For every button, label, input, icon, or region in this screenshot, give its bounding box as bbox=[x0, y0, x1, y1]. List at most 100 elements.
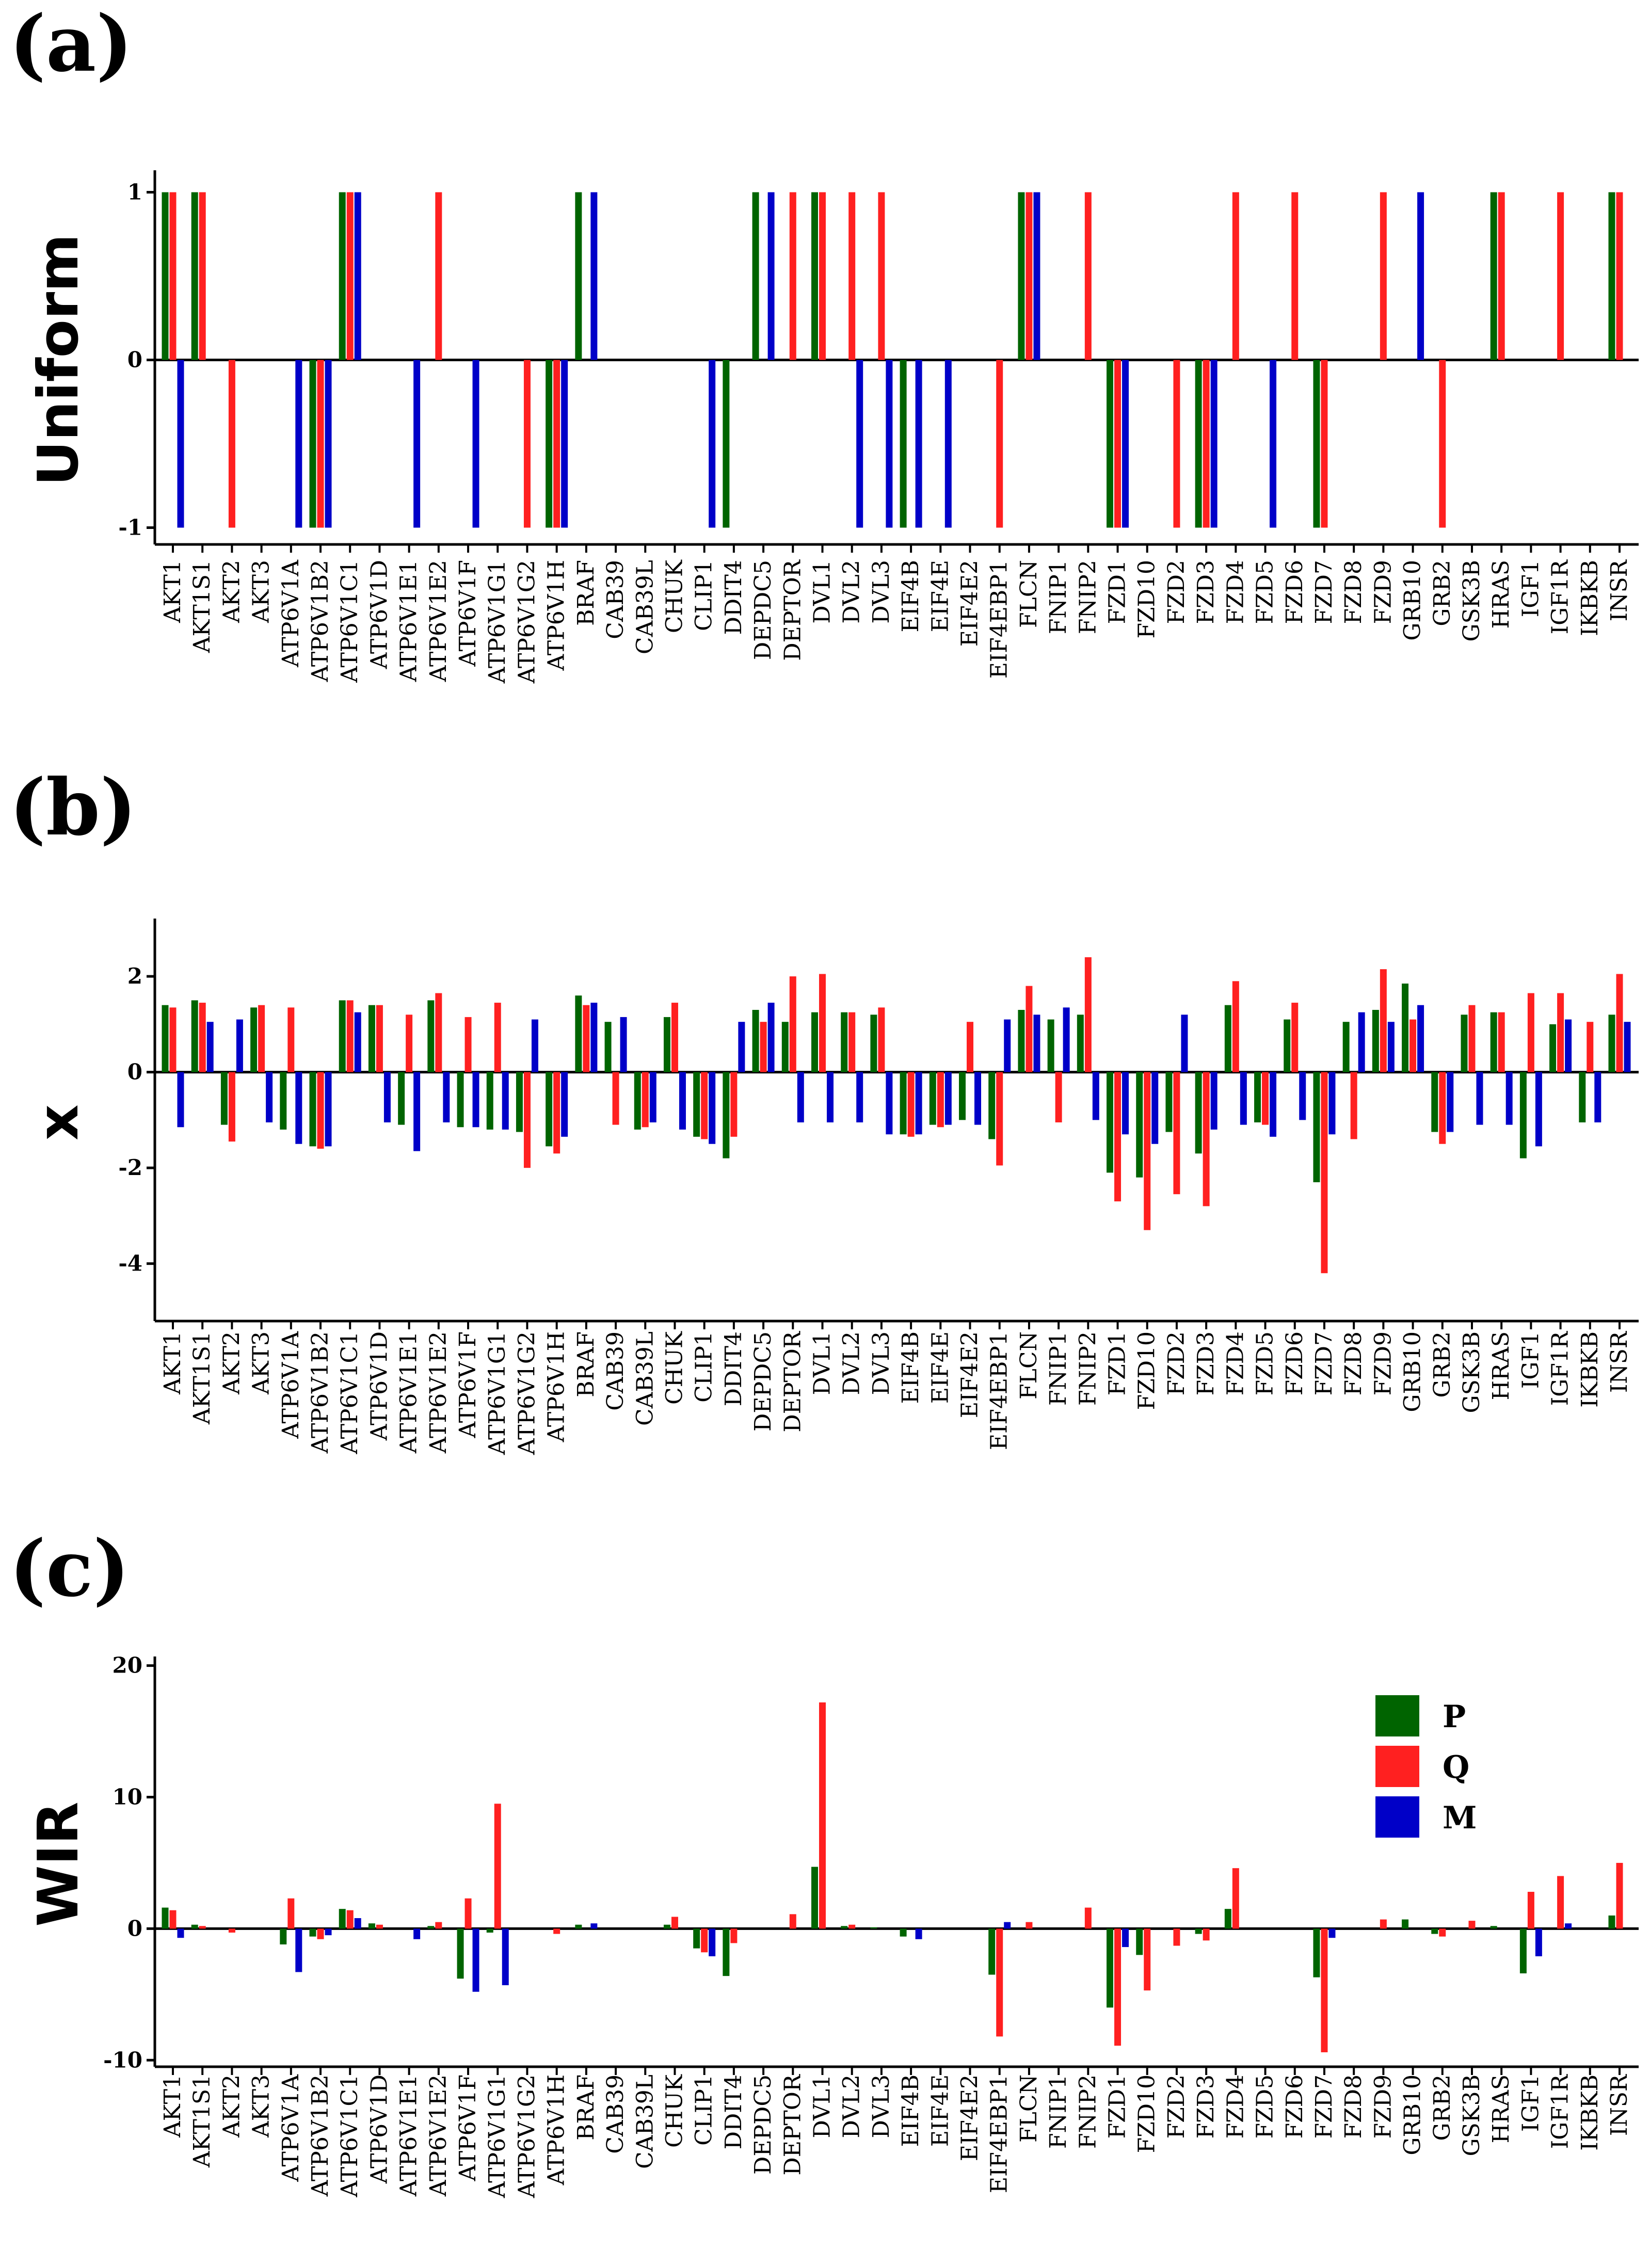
chart2-bar bbox=[583, 1005, 590, 1072]
chart2-bar bbox=[1439, 1072, 1446, 1144]
chart3-bar bbox=[1380, 1919, 1387, 1929]
chart3-bar bbox=[870, 1927, 877, 1929]
chart3-bar bbox=[1616, 1862, 1623, 1929]
chart1-category-label: EIF4E bbox=[927, 560, 953, 632]
chart2-bar bbox=[1077, 1015, 1084, 1072]
chart2-category-label: ATP6V1B2 bbox=[307, 1331, 333, 1454]
chart2-bar bbox=[1210, 1072, 1218, 1130]
chart1-category-label: FZD7 bbox=[1311, 560, 1337, 624]
chart2-bar bbox=[1299, 1072, 1306, 1120]
chart2-bar bbox=[967, 1022, 974, 1072]
chart1-category-label: CLIP1 bbox=[691, 560, 717, 631]
chart3-bar bbox=[1224, 1909, 1231, 1929]
chart3-category-label: FZD4 bbox=[1222, 2074, 1248, 2138]
chart2-bar bbox=[464, 1017, 472, 1072]
chart1-bar bbox=[878, 192, 885, 360]
chart1-bar bbox=[1417, 192, 1424, 360]
chart3-category-label: CHUK bbox=[661, 2074, 687, 2148]
chart1-category-label: FNIP1 bbox=[1045, 560, 1071, 634]
chart2-bar bbox=[228, 1072, 235, 1142]
chart1-category-label: FZD1 bbox=[1104, 560, 1131, 624]
chart2-bar bbox=[1579, 1072, 1586, 1122]
chart2-bar bbox=[309, 1072, 316, 1147]
chart2-category-label: CLIP1 bbox=[691, 1331, 717, 1403]
chart3-category-label: FZD6 bbox=[1281, 2074, 1308, 2138]
chart1-bar bbox=[1270, 360, 1277, 528]
chart1-category-label: ATP6V1B2 bbox=[307, 560, 333, 682]
legend-label: M bbox=[1443, 1800, 1477, 1836]
chart3-bar bbox=[464, 1898, 472, 1929]
chart2-bar bbox=[280, 1072, 287, 1130]
chart1-bar bbox=[1018, 192, 1025, 360]
chart1-category-label: DEPTOR bbox=[779, 559, 806, 661]
chart3-category-label: EIF4B bbox=[898, 2074, 924, 2147]
chart2-bar bbox=[1321, 1072, 1328, 1274]
legend-swatch bbox=[1375, 1746, 1419, 1787]
chart2-bar bbox=[929, 1072, 936, 1125]
chart1-bar bbox=[295, 360, 302, 528]
chart3-category-label: FZD3 bbox=[1193, 2074, 1219, 2138]
chart2-bar bbox=[1624, 1022, 1631, 1072]
legend-label: P bbox=[1443, 1699, 1466, 1735]
chart3-category-label: AKT2 bbox=[218, 2074, 245, 2138]
chart3-bar bbox=[819, 1702, 826, 1929]
chart2-bar bbox=[634, 1072, 641, 1130]
chart2-bar bbox=[1262, 1072, 1269, 1125]
chart2-bar bbox=[679, 1072, 686, 1130]
chart2-bar bbox=[1431, 1072, 1438, 1132]
chart3-category-label: CLIP1 bbox=[691, 2074, 717, 2146]
chart3-bar bbox=[280, 1928, 287, 1944]
chart2-category-label: ATP6V1C1 bbox=[337, 1331, 363, 1455]
chart1-category-label: ATP6V1C1 bbox=[337, 560, 363, 683]
chart2-category-label: DEPDC5 bbox=[750, 1331, 776, 1431]
chart3-category-label: ATP6V1F bbox=[455, 2074, 481, 2182]
chart1-category-label: HRAS bbox=[1488, 560, 1514, 629]
chart2-bar bbox=[915, 1072, 922, 1135]
chart2-category-label: GRB10 bbox=[1400, 1331, 1426, 1412]
chart1-category-label: ATP6V1A bbox=[278, 559, 304, 668]
chart1-bar bbox=[435, 192, 442, 360]
chart1-category-label: ATP6V1D bbox=[366, 560, 392, 669]
chart2-bar bbox=[1203, 1072, 1210, 1207]
chart2-category-label: ATP6V1H bbox=[543, 1331, 570, 1442]
chart1-category-label: CHUK bbox=[661, 559, 687, 633]
chart2-bar bbox=[760, 1022, 767, 1072]
legend-label: Q bbox=[1443, 1749, 1469, 1786]
chart3-category-label: FLCN bbox=[1016, 2074, 1042, 2143]
chart2-bar bbox=[1417, 1005, 1424, 1072]
chart3-bar bbox=[663, 1924, 670, 1929]
chart1-category-label: FNIP2 bbox=[1075, 560, 1101, 634]
chart1-bar bbox=[523, 360, 531, 528]
chart2-bar bbox=[1498, 1012, 1505, 1072]
chart3-bar bbox=[841, 1926, 848, 1929]
chart2-category-label: FLCN bbox=[1016, 1331, 1042, 1400]
chart2-bar bbox=[523, 1072, 531, 1168]
chart2-category-label: IGF1R bbox=[1547, 1330, 1574, 1406]
chart2-bar bbox=[287, 1007, 295, 1072]
chart3-category-label: ATP6V1B2 bbox=[307, 2074, 333, 2197]
chart2-ytick-label: -2 bbox=[118, 1155, 142, 1180]
chart3-bar bbox=[494, 1804, 501, 1929]
chart1-bar bbox=[1033, 192, 1040, 360]
chart3-bar bbox=[162, 1907, 169, 1929]
chart2-bar bbox=[1447, 1072, 1454, 1132]
chart3-bar bbox=[988, 1928, 996, 1975]
chart2-bar bbox=[413, 1072, 421, 1151]
chart1-bar bbox=[177, 360, 184, 528]
chart3-category-label: FZD2 bbox=[1163, 2074, 1190, 2138]
chart2-bar bbox=[996, 1072, 1003, 1166]
chart2-category-label: INSR bbox=[1606, 1330, 1632, 1393]
chart2-bar bbox=[1018, 1009, 1025, 1072]
chart2-bar bbox=[1565, 1019, 1572, 1072]
chart2-bar bbox=[1181, 1015, 1188, 1072]
chart3-category-label: IKBKB bbox=[1577, 2074, 1603, 2151]
chart2-bar bbox=[266, 1072, 273, 1122]
chart2-bar bbox=[486, 1072, 493, 1130]
chart2-bar bbox=[937, 1072, 944, 1128]
chart3-bar bbox=[1195, 1928, 1202, 1934]
chart3-ytick-label: 0 bbox=[127, 1916, 142, 1941]
chart2-bar bbox=[368, 1005, 375, 1072]
chart2-bar bbox=[900, 1072, 907, 1135]
chart2-bar bbox=[1291, 1003, 1299, 1072]
chart1-bar bbox=[1195, 360, 1202, 528]
